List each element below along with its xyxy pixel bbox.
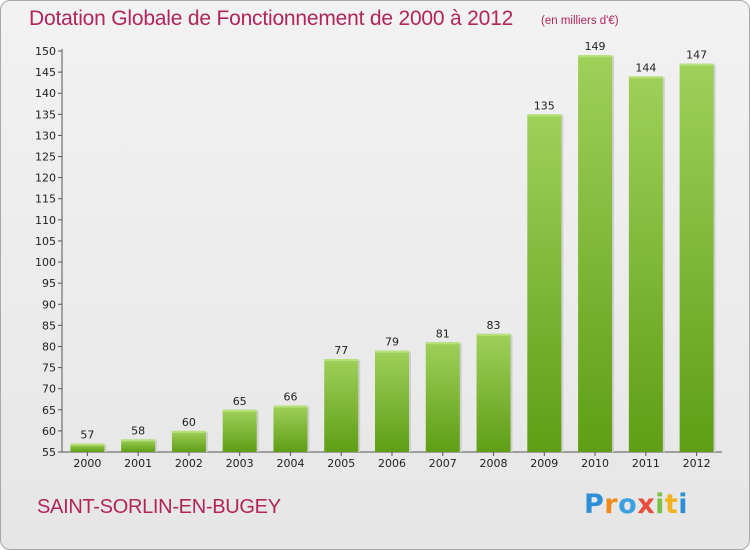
- x-tick-label: 2011: [632, 457, 660, 470]
- y-tick-label: 110: [35, 214, 56, 227]
- y-tick-label: 115: [35, 193, 56, 206]
- y-tick-label: 130: [35, 129, 56, 142]
- bar-highlight: [324, 359, 359, 362]
- y-tick-label: 80: [42, 340, 56, 353]
- bar-highlight: [273, 405, 308, 408]
- logo-letter: P: [584, 489, 605, 520]
- logo-letter: x: [637, 489, 656, 520]
- bar: [70, 443, 105, 452]
- chart-labels: 57 2000 58 2001 60 2002 65 2003 66 2004 77 2005 79 20…: [73, 40, 710, 470]
- bar: [121, 439, 156, 452]
- x-tick-label: 2006: [378, 457, 406, 470]
- bar: [222, 409, 257, 452]
- bar-highlight: [628, 76, 663, 79]
- bar-value-label: 81: [436, 327, 450, 340]
- y-tick-label: 105: [35, 235, 56, 248]
- logo-letter: t: [664, 489, 679, 520]
- logo-letter: i: [678, 489, 689, 520]
- chart-subtitle: (en milliers d'€): [541, 15, 619, 27]
- bar-value-label: 57: [80, 429, 94, 442]
- y-tick-label: 85: [42, 319, 56, 332]
- y-tick-label: 60: [42, 425, 56, 438]
- y-tick-label: 100: [35, 256, 56, 269]
- x-tick-label: 2010: [581, 457, 609, 470]
- bar: [425, 342, 460, 452]
- y-tick-label: 145: [35, 66, 56, 79]
- bar-value-label: 79: [385, 336, 399, 349]
- x-tick-label: 2007: [429, 457, 457, 470]
- bar-highlight: [476, 333, 511, 336]
- bar-value-label: 77: [334, 344, 348, 357]
- bar-highlight: [375, 350, 409, 353]
- logo-letter: o: [618, 489, 638, 520]
- bar-highlight: [171, 430, 206, 433]
- bar-value-label: 147: [686, 49, 707, 62]
- y-tick-label: 120: [35, 172, 56, 185]
- bar: [628, 76, 663, 452]
- y-tick-label: 140: [35, 87, 56, 100]
- bar-value-label: 60: [182, 416, 196, 429]
- bar-value-label: 144: [635, 61, 656, 74]
- y-tick-label: 55: [42, 446, 56, 459]
- x-tick-label: 2003: [226, 457, 254, 470]
- bar-value-label: 65: [233, 395, 247, 408]
- bar-highlight: [121, 439, 156, 442]
- bar: [578, 55, 613, 452]
- x-tick-label: 2012: [683, 457, 711, 470]
- bar-highlight: [679, 63, 714, 66]
- x-tick-label: 2008: [480, 457, 508, 470]
- bar-highlight: [70, 443, 105, 446]
- x-tick-label: 2004: [276, 457, 304, 470]
- bar-highlight: [425, 342, 460, 345]
- chart-title: Dotation Globale de Fonctionnement de 20…: [29, 7, 514, 30]
- bar: [679, 63, 714, 453]
- y-tick-label: 65: [42, 404, 56, 417]
- bar: [375, 350, 409, 452]
- bar: [171, 430, 206, 452]
- y-tick-label: 150: [35, 45, 56, 58]
- y-tick-label: 70: [42, 383, 56, 396]
- bar: [324, 359, 359, 452]
- bar: [273, 405, 308, 452]
- x-tick-label: 2002: [175, 457, 203, 470]
- x-tick-label: 2001: [124, 457, 152, 470]
- bar-highlight: [527, 114, 562, 117]
- bar: [476, 333, 511, 452]
- bar-value-label: 149: [585, 40, 606, 53]
- x-tick-label: 2000: [73, 457, 101, 470]
- bar: [527, 114, 562, 452]
- y-tick-label: 95: [42, 277, 56, 290]
- logo-letter: r: [604, 489, 619, 520]
- x-tick-label: 2009: [530, 457, 558, 470]
- bar-highlight: [578, 55, 613, 58]
- bar-value-label: 135: [534, 99, 555, 112]
- chart-bars: [70, 55, 716, 453]
- commune-name: SAINT-SORLIN-EN-BUGEY: [37, 496, 281, 518]
- x-tick-label: 2005: [327, 457, 355, 470]
- logo-letter: i: [655, 489, 665, 520]
- bar-value-label: 66: [283, 391, 297, 404]
- y-tick-label: 75: [42, 362, 56, 375]
- y-tick-label: 125: [35, 151, 56, 164]
- y-tick-label: 135: [35, 108, 56, 121]
- y-tick-label: 90: [42, 298, 56, 311]
- bar-value-label: 83: [487, 319, 501, 332]
- proxiti-logo[interactable]: Proxiti: [584, 489, 688, 520]
- bar-value-label: 58: [131, 424, 145, 437]
- bar-highlight: [222, 409, 257, 412]
